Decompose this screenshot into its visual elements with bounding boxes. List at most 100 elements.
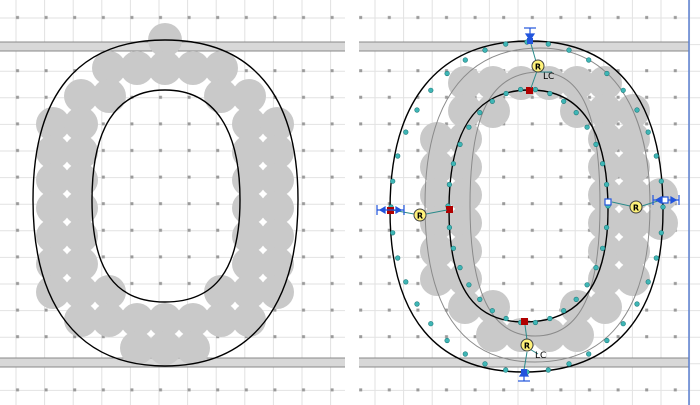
control-point[interactable] xyxy=(545,41,551,47)
anchor-arrow-top[interactable] xyxy=(524,27,536,42)
control-point[interactable] xyxy=(586,57,592,63)
raster-pixel xyxy=(616,262,650,296)
control-point[interactable] xyxy=(503,367,509,373)
control-point[interactable] xyxy=(660,204,666,210)
raster-pixel xyxy=(64,303,98,337)
control-point[interactable] xyxy=(489,308,495,314)
control-point[interactable] xyxy=(658,178,664,184)
control-point[interactable] xyxy=(584,124,590,130)
control-point[interactable] xyxy=(428,87,434,93)
control-point[interactable] xyxy=(450,245,457,251)
metric-band-bottom xyxy=(359,357,689,368)
control-point[interactable] xyxy=(547,90,553,97)
anchor-arrow-right[interactable] xyxy=(652,195,680,205)
raster-pixel xyxy=(148,51,182,85)
control-point[interactable] xyxy=(658,230,664,236)
control-point[interactable] xyxy=(603,224,610,231)
control-point[interactable] xyxy=(547,315,553,322)
raster-pixel xyxy=(448,178,482,212)
control-point[interactable] xyxy=(561,308,567,314)
round-hint-left[interactable]: R xyxy=(413,208,427,222)
control-point[interactable] xyxy=(446,181,453,188)
control-point[interactable] xyxy=(444,70,450,77)
round-hint-label: R xyxy=(417,212,423,221)
control-point[interactable] xyxy=(532,86,539,93)
control-point[interactable] xyxy=(532,319,539,326)
control-point[interactable] xyxy=(545,367,551,373)
anchor-arrow-left[interactable] xyxy=(376,205,405,215)
control-point[interactable] xyxy=(477,296,483,303)
anchor-arrow-bottom[interactable] xyxy=(518,368,530,382)
control-point[interactable] xyxy=(466,282,472,288)
control-point[interactable] xyxy=(593,141,599,147)
control-point[interactable] xyxy=(603,181,610,188)
control-point[interactable] xyxy=(457,141,463,147)
raster-pixel xyxy=(92,303,126,337)
raster-pixel xyxy=(232,247,266,281)
control-point[interactable] xyxy=(477,109,483,116)
control-point[interactable] xyxy=(395,255,401,261)
control-point[interactable] xyxy=(414,301,420,307)
control-point[interactable] xyxy=(414,107,420,113)
control-point[interactable] xyxy=(457,265,463,271)
control-point[interactable] xyxy=(645,129,651,135)
round-hint-icon xyxy=(520,338,534,352)
control-point[interactable] xyxy=(395,153,401,159)
control-point[interactable] xyxy=(586,351,592,357)
control-point[interactable] xyxy=(403,129,409,135)
control-point[interactable] xyxy=(444,337,450,344)
control-point[interactable] xyxy=(620,87,626,93)
control-point[interactable] xyxy=(482,361,488,367)
control-point[interactable] xyxy=(645,279,651,285)
raster-pixel xyxy=(232,219,266,253)
control-point[interactable] xyxy=(653,255,659,261)
control-point[interactable] xyxy=(593,265,599,271)
control-point[interactable] xyxy=(604,70,610,77)
extreme-point-top[interactable] xyxy=(526,87,533,94)
control-point[interactable] xyxy=(503,41,509,47)
extreme-point-left[interactable] xyxy=(446,206,453,213)
control-point[interactable] xyxy=(403,279,409,285)
raster-pixel xyxy=(232,275,266,309)
control-point[interactable] xyxy=(489,98,495,104)
control-point[interactable] xyxy=(428,321,434,327)
control-point[interactable] xyxy=(503,315,509,322)
control-point[interactable] xyxy=(390,230,396,236)
control-point[interactable] xyxy=(599,245,606,251)
control-point[interactable] xyxy=(599,161,606,167)
control-point[interactable] xyxy=(390,178,396,184)
control-point[interactable] xyxy=(466,124,472,130)
raster-pixel xyxy=(36,219,70,253)
round-hint-icon xyxy=(629,200,643,214)
round-hint-top[interactable]: R xyxy=(531,59,545,73)
control-point[interactable] xyxy=(573,296,579,303)
control-point[interactable] xyxy=(653,153,659,159)
round-hint-right[interactable]: R xyxy=(629,200,643,214)
control-point[interactable] xyxy=(517,86,524,93)
raster-pixel xyxy=(232,79,266,113)
control-point[interactable] xyxy=(462,351,468,357)
outline-editor-panel[interactable]: R R R R LC LC xyxy=(359,0,700,405)
control-point[interactable] xyxy=(634,301,640,307)
control-point[interactable] xyxy=(566,47,572,53)
raster-pixel xyxy=(420,234,454,268)
control-point[interactable] xyxy=(604,337,610,344)
control-point[interactable] xyxy=(620,321,626,327)
control-point[interactable] xyxy=(503,90,509,97)
control-point[interactable] xyxy=(482,47,488,53)
control-point[interactable] xyxy=(573,109,579,116)
control-point[interactable] xyxy=(584,282,590,288)
round-hint-bottom[interactable]: R xyxy=(520,338,534,352)
extreme-point-right-inner[interactable] xyxy=(604,198,612,206)
raster-pixel xyxy=(148,331,182,365)
extreme-point-bottom[interactable] xyxy=(521,318,528,325)
control-point[interactable] xyxy=(462,57,468,63)
raster-pixel xyxy=(588,290,622,324)
raster-pixel xyxy=(616,206,650,240)
control-point[interactable] xyxy=(634,107,640,113)
control-point[interactable] xyxy=(450,161,457,167)
control-point[interactable] xyxy=(446,224,453,231)
control-point[interactable] xyxy=(561,98,567,104)
control-point[interactable] xyxy=(566,361,572,367)
